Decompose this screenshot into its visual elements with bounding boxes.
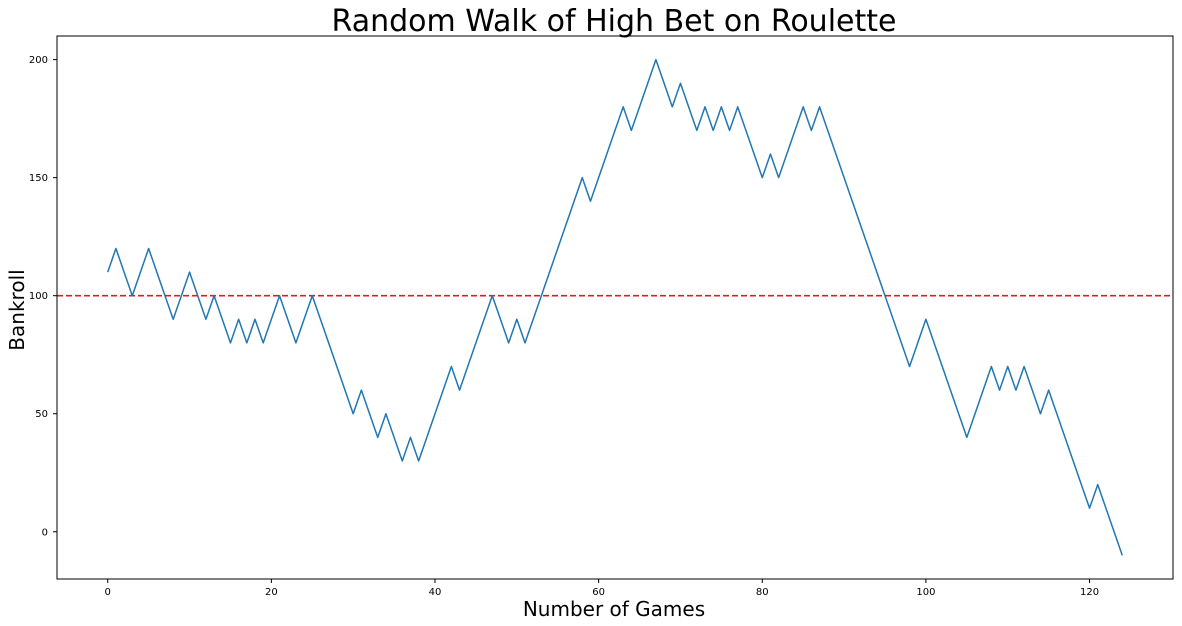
y-tick-label: 50 bbox=[35, 409, 48, 420]
x-axis-title: Number of Games bbox=[523, 597, 705, 621]
series-line bbox=[107, 58, 1123, 556]
x-tick-label: 80 bbox=[756, 587, 769, 598]
series-layer bbox=[107, 58, 1123, 556]
y-axis-title: Bankroll bbox=[5, 269, 29, 350]
x-tick-label: 120 bbox=[1080, 587, 1099, 598]
y-tick-label: 0 bbox=[42, 527, 48, 538]
chart-title: Random Walk of High Bet on Roulette bbox=[332, 4, 897, 39]
plot-frame bbox=[56, 35, 1174, 580]
x-axis: 0 20 40 60 80 100 120 bbox=[105, 579, 1099, 598]
x-tick-label: 20 bbox=[265, 587, 278, 598]
x-tick-label: 60 bbox=[592, 587, 605, 598]
y-tick-label: 150 bbox=[29, 173, 48, 184]
y-tick-label: 200 bbox=[29, 55, 48, 66]
x-tick-label: 100 bbox=[916, 587, 935, 598]
x-tick-label: 40 bbox=[429, 587, 442, 598]
x-tick-label: 0 bbox=[105, 587, 111, 598]
y-axis: 0 50 100 150 200 bbox=[29, 55, 57, 538]
y-tick-label: 100 bbox=[29, 291, 48, 302]
